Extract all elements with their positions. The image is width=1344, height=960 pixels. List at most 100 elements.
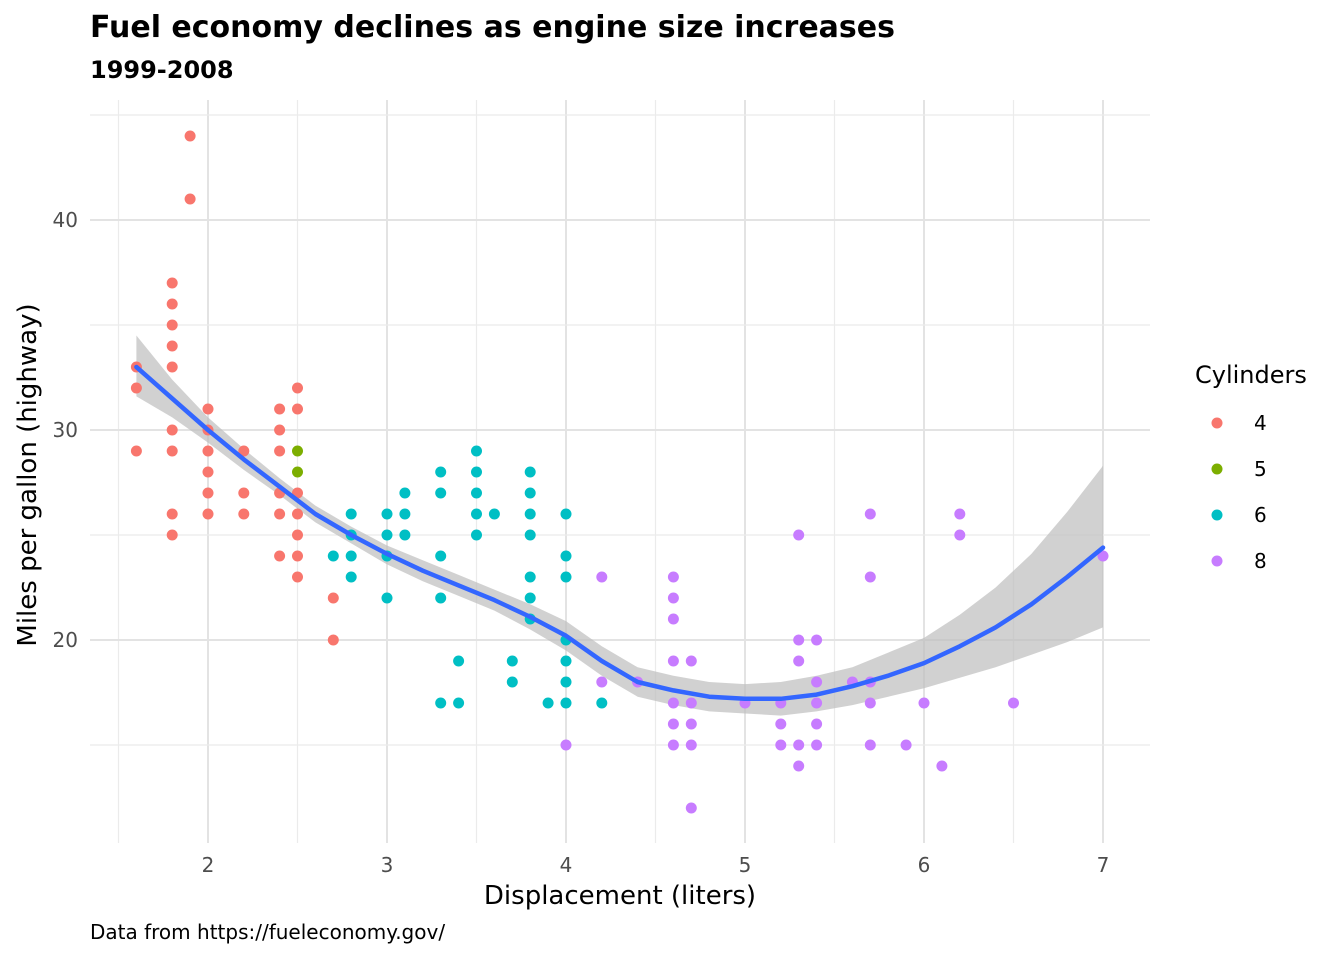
chart-title: Fuel economy declines as engine size inc…	[90, 10, 895, 45]
data-point-cyl-6	[381, 529, 393, 541]
y-tick-label: 40	[53, 208, 78, 232]
data-point-cyl-8	[793, 529, 805, 541]
y-axis-title: Miles per gallon (highway)	[13, 303, 43, 646]
data-point-cyl-6	[345, 550, 357, 562]
data-point-cyl-8	[685, 697, 697, 709]
data-point-cyl-4	[274, 550, 286, 562]
data-point-cyl-4	[166, 424, 178, 436]
data-point-cyl-8	[667, 718, 679, 730]
data-point-cyl-8	[811, 634, 823, 646]
smooth-trend-line	[134, 364, 1106, 702]
data-point-cyl-6	[524, 592, 536, 604]
x-tick-label: 7	[1097, 853, 1110, 877]
data-point-cyl-8	[667, 739, 679, 751]
data-point-cyl-6	[453, 697, 465, 709]
data-point-cyl-6	[560, 655, 572, 667]
data-point-cyl-4	[327, 634, 339, 646]
data-point-cyl-8	[775, 718, 787, 730]
data-point-cyl-6	[560, 571, 572, 583]
x-tick-label: 2	[202, 853, 215, 877]
data-point-cyl-4	[184, 130, 196, 142]
data-point-cyl-6	[524, 466, 536, 478]
data-point-cyl-6	[435, 487, 447, 499]
data-point-cyl-4	[166, 361, 178, 373]
data-point-cyl-6	[506, 655, 518, 667]
legend-label-cyl-4: 4	[1254, 411, 1267, 435]
confidence-band	[136, 335, 1103, 716]
data-point-cyl-8	[811, 676, 823, 688]
data-point-cyl-8	[793, 739, 805, 751]
legend-key-cyl-8	[1211, 555, 1223, 567]
data-point-cyl-4	[274, 445, 286, 457]
data-point-cyl-4	[166, 508, 178, 520]
points-layer	[130, 130, 1109, 814]
data-point-cyl-4	[274, 508, 286, 520]
data-point-cyl-6	[488, 508, 500, 520]
data-point-cyl-8	[667, 571, 679, 583]
legend-key-cyl-5	[1211, 463, 1223, 475]
data-point-cyl-8	[667, 613, 679, 625]
data-point-cyl-8	[864, 508, 876, 520]
data-point-cyl-6	[471, 487, 482, 499]
data-point-cyl-6	[399, 529, 411, 541]
data-point-cyl-8	[685, 802, 697, 814]
data-point-cyl-8	[560, 739, 572, 751]
data-point-cyl-8	[596, 571, 608, 583]
x-tick-label: 3	[381, 853, 394, 877]
data-point-cyl-6	[453, 655, 465, 667]
data-point-cyl-4	[130, 445, 142, 457]
data-point-cyl-5	[292, 466, 303, 478]
legend-key-cyl-4	[1211, 417, 1223, 429]
data-point-cyl-4	[274, 403, 286, 415]
data-point-cyl-8	[793, 760, 805, 772]
data-point-cyl-6	[381, 508, 393, 520]
data-point-cyl-8	[685, 739, 697, 751]
legend-label-cyl-5: 5	[1254, 457, 1267, 481]
data-point-cyl-6	[399, 487, 411, 499]
data-point-cyl-8	[667, 655, 679, 667]
data-point-cyl-8	[900, 739, 912, 751]
data-point-cyl-6	[524, 508, 536, 520]
data-point-cyl-6	[560, 550, 572, 562]
legend: Cylinders 4 5 6 8	[1195, 361, 1307, 573]
axis-labels: 2 3 4 5 6 7 20 30 40	[53, 208, 1110, 877]
data-point-cyl-8	[811, 718, 823, 730]
data-point-cyl-6	[327, 550, 339, 562]
data-point-cyl-8	[954, 508, 966, 520]
legend-label-cyl-8: 8	[1254, 549, 1267, 573]
legend-key-cyl-6	[1211, 509, 1223, 521]
data-point-cyl-4	[202, 445, 214, 457]
data-point-cyl-4	[292, 382, 303, 394]
data-point-cyl-4	[202, 403, 214, 415]
y-tick-label: 30	[53, 418, 78, 442]
data-point-cyl-4	[274, 424, 286, 436]
data-point-cyl-4	[202, 508, 214, 520]
legend-title: Cylinders	[1195, 361, 1307, 389]
data-point-cyl-4	[202, 466, 214, 478]
data-point-cyl-4	[327, 592, 339, 604]
data-point-cyl-6	[345, 571, 357, 583]
data-point-cyl-4	[166, 298, 178, 310]
data-point-cyl-4	[292, 403, 303, 415]
data-point-cyl-8	[864, 739, 876, 751]
data-point-cyl-6	[435, 592, 447, 604]
data-point-cyl-4	[292, 571, 303, 583]
data-point-cyl-6	[435, 697, 447, 709]
data-point-cyl-8	[811, 697, 823, 709]
x-tick-label: 5	[739, 853, 752, 877]
data-point-cyl-4	[292, 550, 303, 562]
data-point-cyl-4	[238, 508, 250, 520]
x-axis-title: Displacement (liters)	[484, 881, 756, 911]
confidence-band-layer	[136, 335, 1103, 716]
data-point-cyl-6	[524, 571, 536, 583]
data-point-cyl-6	[471, 445, 482, 457]
data-point-cyl-8	[1097, 550, 1109, 562]
data-point-cyl-4	[238, 487, 250, 499]
data-point-cyl-6	[381, 592, 393, 604]
legend-label-cyl-6: 6	[1254, 503, 1267, 527]
data-point-cyl-6	[596, 697, 608, 709]
x-tick-label: 4	[560, 853, 573, 877]
data-point-cyl-8	[918, 697, 930, 709]
data-point-cyl-8	[1008, 697, 1019, 709]
